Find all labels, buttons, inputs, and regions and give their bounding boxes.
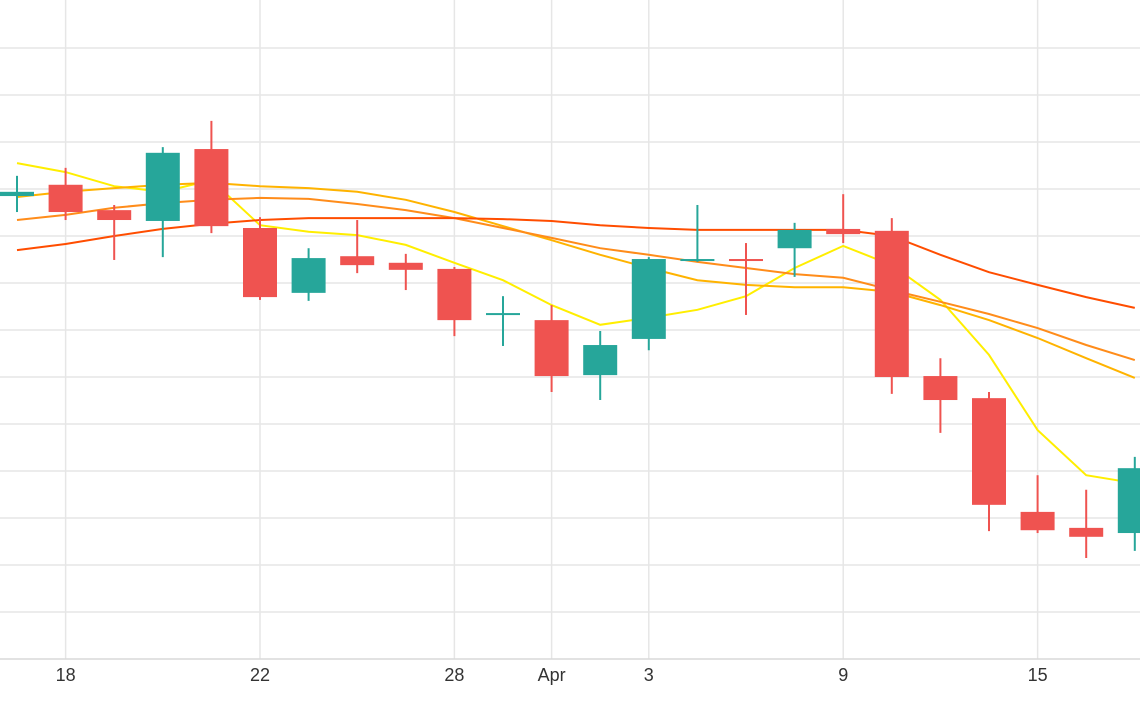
moving-average-line [16,181,1136,379]
candle-body [0,191,34,197]
candle-body [972,398,1006,505]
candle-body [680,259,715,262]
candle-body [437,268,472,321]
x-axis: 18 22 28 Apr 3 9 15 [0,658,1140,685]
x-tick-label: 3 [644,665,654,685]
candle-body [1020,511,1055,531]
candle-body [583,345,618,376]
candle-body [243,228,277,298]
candle-body [874,230,909,377]
x-tick-label: 28 [444,665,464,685]
grid [0,0,1140,659]
x-tick-label: 15 [1028,665,1048,685]
candle-body [826,228,861,235]
moving-average-line [16,162,1135,485]
candle-body [777,229,812,249]
candle-body [97,210,132,221]
x-tick-label: 18 [56,665,76,685]
candle-body [388,262,423,270]
candle-body [486,313,520,316]
candle-body [194,149,229,227]
candle-body [923,376,958,401]
x-tick-label: 9 [838,665,848,685]
candle-body [1069,527,1104,537]
candle-body [534,320,569,377]
candle-body [1117,468,1140,534]
candle-body [48,184,83,213]
candle-body [729,259,763,262]
x-tick-label: Apr [538,665,566,685]
moving-average-line [16,217,1136,309]
candle-body [145,152,180,221]
candle-body [340,256,375,266]
candle-body [631,259,666,339]
x-tick-label: 22 [250,665,270,685]
plot-area [0,120,1140,558]
candle-body [291,258,326,293]
